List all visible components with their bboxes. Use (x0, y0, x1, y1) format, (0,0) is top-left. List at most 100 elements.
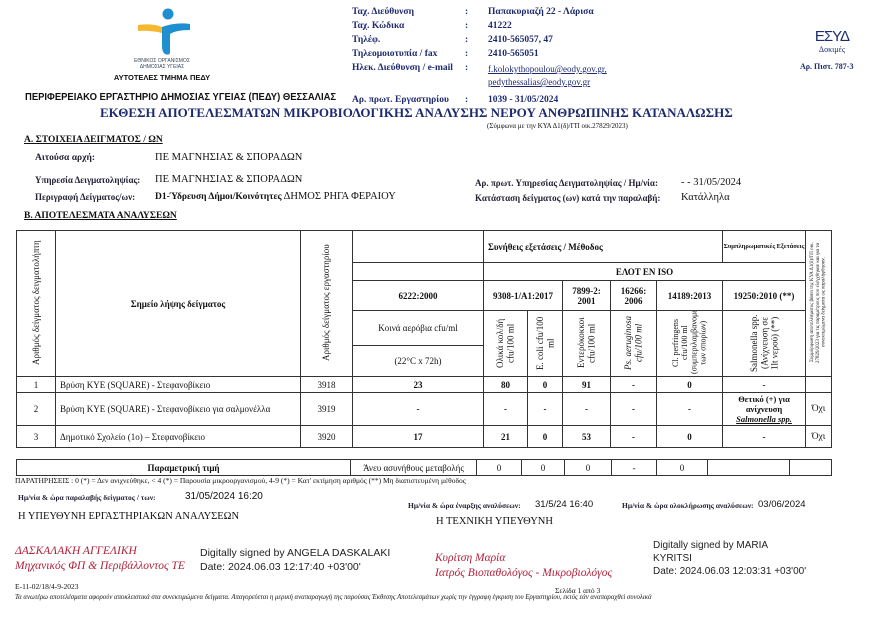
cell-value: 0 (655, 425, 724, 448)
signer2-name: Κυρίτση Μαρία (435, 552, 506, 564)
contact-phone: 2410-565057, 47 (488, 35, 553, 45)
cell-value: - (352, 392, 484, 426)
condition-label: Κατάσταση δείγματος (ων) κατά την παραλα… (475, 193, 661, 203)
param-cl-perfringens: Cl. perfringens cfu/100 ml (συμπεριλαμβα… (655, 310, 724, 377)
signer1-name: ΔΑΣΚΑΛΑΚΗ ΑΓΓΕΛΙΚΗ (15, 545, 137, 557)
cell-value: 17 (352, 425, 484, 448)
report-subtitle: (Σύμφωνα με την ΚΥΑ Δ1(δ)/ΓΠ οικ.27829/2… (487, 122, 628, 130)
requesting-label: Αιτούσα αρχή: (35, 153, 96, 163)
lab-name: ΠΕΡΙΦΕΡΕΙΑΚΟ ΕΡΓΑΣΤΗΡΙΟ ΔΗΜΟΣΙΑΣ ΥΓΕΙΑΣ … (25, 91, 337, 103)
colon: : (465, 63, 469, 73)
colon: : (465, 95, 469, 105)
accreditation-number: Αρ. Πιστ. 787-3 (800, 62, 854, 71)
method-14189: 14189:2013 (655, 280, 724, 311)
description-municipality: ΔΗΜΟΣ ΡΗΓΑ ΦΕΡΑΙΟΥ (283, 191, 396, 202)
cell-value: - (655, 392, 724, 426)
header-standard: ΕΛΟΤ ΕΝ ISO (482, 262, 807, 281)
header-supplementary: Συμπληρωματικές Εξετάσεις (722, 230, 807, 263)
contact-zip: 41222 (488, 21, 512, 31)
condition-value: Κατάλληλα (681, 192, 730, 203)
contact-label-fax: Τηλεομοιοτυπία / fax (352, 49, 438, 59)
table-row: 1 Βρύση ΚΥΕ (SQUARE) - Στεφανοβίκειο 391… (16, 376, 833, 393)
protocol-label: Αρ. πρωτ. Εργαστηρίου (352, 95, 449, 105)
param-value: 0 (564, 459, 612, 476)
method-7899: 7899-2: 2001 (562, 280, 611, 311)
param-ecoli: E. coli cfu/100 ml (527, 310, 563, 377)
cell-compliance: Όχι (805, 392, 833, 426)
cell-point: Βρύση ΚΥΕ (SQUARE) - Στεφανοβίκειο (55, 376, 301, 393)
signer1-role: Μηχανικός ΦΠ & Περιβάλλοντος ΤΕ (15, 560, 185, 572)
cell-value: 53 (562, 425, 611, 448)
cell-value: - (562, 392, 611, 426)
cell-no: 2 (16, 392, 56, 426)
email-link-1[interactable]: f.kolokythopoulou@eody.gov.gr, (488, 64, 607, 74)
cell-value: 0 (527, 425, 563, 448)
results-table: Αριθμός δείγματος δειγματολήπτη Σημείο λ… (16, 230, 833, 448)
sampling-label: Υπηρεσία Δειγματοληψίας: (35, 175, 141, 185)
header-sample-no: Αριθμός δείγματος δειγματολήπτη (16, 230, 56, 377)
end-label: Ημ/νία & ώρα ολοκλήρωσης αναλύσεων: (622, 501, 754, 510)
contact-label-zip: Ταχ. Κώδικα (352, 21, 405, 31)
parametric-table: Παραμετρική τιμή Άνευ ασυνήθους μεταβολή… (16, 459, 832, 476)
contact-label-email: Ηλεκ. Διεύθυνση / e-mail (352, 63, 453, 73)
cell-value: 23 (352, 376, 484, 393)
cell-point: Βρύση ΚΥΕ (SQUARE) - Στεφανοβίκειο για σ… (55, 392, 301, 426)
param-value (789, 459, 832, 476)
cell-value: - (483, 392, 528, 426)
colon: : (465, 49, 469, 59)
start-label: Ημ/νία & ώρα έναρξης αναλύσεων: (408, 501, 521, 510)
cell-value: - (610, 392, 657, 426)
param-value: Άνευ ασυνήθους μεταβολής (350, 459, 477, 476)
cell-lab: 3918 (300, 376, 353, 393)
cell-salmonella-result: Θετικό (+) για ανίχνευση Salmonella spp. (722, 392, 807, 426)
section-a-heading: Α. ΣΤΟΙΧΕΙΑ ΔΕΙΓΜΑΤΟΣ / ΩΝ (24, 135, 163, 145)
table-row: 3 Δημοτικό Σχολείο (1ο) – Στεφανοβίκειο … (16, 425, 833, 448)
param-value: 0 (521, 459, 565, 476)
table-row: 2 Βρύση ΚΥΕ (SQUARE) - Στεφανοβίκειο για… (16, 392, 833, 426)
email-link-2[interactable]: pedythessalias@eody.gov.gr (488, 77, 591, 87)
cell-value: - (610, 425, 657, 448)
param-value (707, 459, 790, 476)
signer2-role: Ιατρός Βιοπαθολόγος - Μικροβιολόγος (435, 567, 613, 579)
header-lab-no: Αριθμός δείγματος εργαστηρίου (300, 230, 353, 377)
requesting-value: ΠΕ ΜΑΓΝΗΣΙΑΣ & ΣΠΟΡΑΔΩΝ (155, 152, 303, 163)
method-6222: 6222:2000 (352, 280, 484, 311)
colon: : (465, 35, 469, 45)
responsible-tech-title: Η ΤΕΧΝΙΚΗ ΥΠΕΥΘΥΝΗ (436, 516, 553, 527)
aerobic-label: Κοινά αερόβια cfu/ml (352, 310, 484, 346)
cell-value: 0 (655, 376, 724, 393)
page-number: Σελίδα 1 από 3 (555, 586, 601, 595)
document-code: Ε-11-02/18/4-9-2023 (15, 582, 79, 591)
org-name: ΕΘΝΙΚΟΣ ΟΡΓΑΝΙΣΜΟΣ ΔΗΜΟΣΙΑΣ ΥΓΕΙΑΣ (112, 58, 212, 70)
cell-value: 0 (527, 376, 563, 393)
description-code: D1-Ύδρευση Δήμοι/Κοινότητες (155, 192, 282, 202)
cell-compliance (805, 376, 833, 393)
esyd-sub: Δοκιμές (818, 45, 846, 54)
signer1-block: ΔΑΣΚΑΛΑΚΗ ΑΓΓΕΛΙΚΗ Μηχανικός ΦΠ & Περιβάλ… (15, 544, 185, 574)
digital-signature-2: Digitally signed by MARIA KYRITSI Date: 20… (653, 540, 807, 577)
cell-value: - (610, 376, 657, 393)
description-value: D1-Ύδρευση Δήμοι/Κοινότητες ΔΗΜΟΣ ΡΗΓΑ Φ… (155, 191, 396, 202)
colon: : (465, 7, 469, 17)
signer2-block: Κυρίτση Μαρία Ιατρός Βιοπαθολόγος - Μικρο… (435, 551, 612, 581)
aerobic-conditions: (22°C x 72h) (352, 345, 484, 377)
department: ΑΥΤΟΤΕΛΕΣ ΤΜΗΜΑ ΠΕΔΥ (113, 73, 211, 82)
end-value: 03/06/2024 (758, 499, 806, 510)
contact-label-address: Ταχ. Διεύθυνση (352, 7, 414, 17)
responsible-lab-title: Η ΥΠΕΥΘΥΝΗ ΕΡΓΑΣΤΗΡΙΑΚΩΝ ΑΝΑΛΥΣΕΩΝ (18, 511, 240, 522)
receipt-value: 31/05/2024 16:20 (185, 491, 263, 502)
sampling-value: ΠΕ ΜΑΓΝΗΣΙΑΣ & ΣΠΟΡΑΔΩΝ (155, 174, 303, 185)
cell-value: 80 (483, 376, 528, 393)
parametric-label: Παραμετρική τιμή (16, 459, 351, 476)
cell-no: 1 (16, 376, 56, 393)
header-sampling-point: Σημείο λήψης δείγματος (55, 230, 301, 377)
contact-label-phone: Τηλέφ. (352, 35, 381, 45)
param-value: 0 (476, 459, 522, 476)
param-value: - (611, 459, 657, 476)
contact-address: Παπακυριαζή 22 - Λάρισα (488, 7, 594, 17)
cell-point: Δημοτικό Σχολείο (1ο) – Στεφανοβίκειο (55, 425, 301, 448)
cell-lab: 3920 (300, 425, 353, 448)
param-value: 0 (656, 459, 708, 476)
cell-no: 3 (16, 425, 56, 448)
